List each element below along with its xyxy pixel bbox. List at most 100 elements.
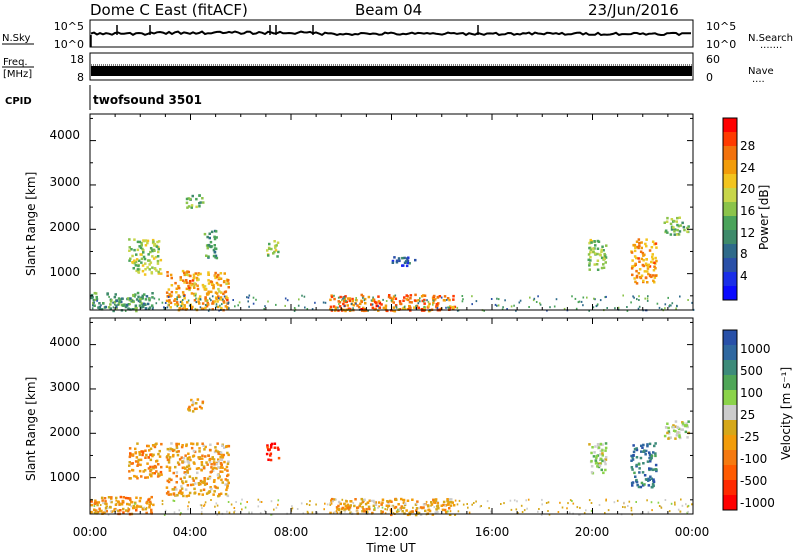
data-cell	[227, 453, 230, 457]
data-cell	[177, 286, 181, 290]
data-cell	[359, 302, 362, 306]
data-cell	[351, 299, 354, 303]
data-cell	[141, 294, 144, 298]
data-cell	[136, 460, 140, 463]
data-cell	[398, 308, 400, 311]
data-cell	[211, 469, 215, 472]
data-cell	[93, 511, 97, 514]
data-cell	[107, 496, 111, 499]
data-cell	[227, 481, 230, 485]
data-cell	[179, 295, 182, 298]
data-cell	[215, 303, 218, 306]
data-cell	[238, 301, 241, 304]
data-cell	[588, 264, 591, 267]
data-cell	[135, 253, 138, 256]
data-cell	[195, 301, 198, 304]
data-cell	[223, 460, 226, 464]
data-cell	[176, 298, 178, 301]
data-cell	[119, 495, 123, 499]
data-cell	[141, 305, 145, 309]
data-cell	[179, 489, 182, 492]
data-cell	[431, 513, 435, 516]
data-cell	[183, 305, 186, 309]
data-cell	[415, 502, 418, 505]
data-cell	[157, 240, 161, 243]
data-cell	[183, 476, 186, 479]
data-cell	[642, 279, 645, 283]
data-cell	[645, 244, 648, 248]
data-cell	[525, 499, 527, 502]
data-cell	[276, 255, 279, 258]
data-cell	[422, 506, 425, 509]
data-cell	[153, 445, 157, 449]
data-cell	[181, 491, 184, 495]
data-cell	[654, 256, 657, 260]
data-cell	[392, 309, 395, 312]
data-cell	[206, 299, 208, 302]
data-cell	[145, 453, 148, 457]
data-cell	[635, 282, 639, 285]
data-cell	[219, 304, 221, 307]
data-cell	[447, 306, 449, 309]
data-cell	[210, 470, 213, 473]
velocity-cbar-tick-1000: 1000	[740, 342, 771, 356]
data-cell	[394, 297, 398, 300]
data-cell	[342, 297, 344, 300]
data-cell	[344, 507, 347, 511]
data-cell	[204, 304, 207, 306]
data-cell	[330, 295, 334, 299]
data-cell	[314, 301, 316, 304]
data-cell	[329, 298, 332, 302]
data-cell	[115, 496, 118, 500]
data-cell	[433, 498, 436, 501]
data-cell	[193, 282, 196, 285]
data-cell	[540, 513, 543, 516]
data-cell	[646, 299, 649, 302]
data-cell	[173, 299, 176, 302]
data-cell	[138, 469, 142, 473]
data-cell	[128, 246, 131, 249]
data-cell	[535, 301, 538, 303]
data-cell	[185, 201, 189, 205]
data-cell	[419, 506, 423, 509]
data-cell	[197, 467, 200, 470]
data-cell	[423, 294, 427, 297]
data-cell	[175, 488, 178, 491]
colorbar-swatch	[723, 435, 737, 451]
data-cell	[678, 230, 682, 233]
data-cell	[599, 254, 602, 257]
xtick-1200: 12:00	[374, 525, 409, 539]
data-cell	[352, 307, 354, 310]
data-cell	[415, 509, 418, 512]
data-cell	[197, 483, 201, 486]
data-cell	[503, 502, 505, 505]
data-cell	[655, 468, 658, 472]
data-cell	[195, 476, 198, 480]
data-cell	[385, 300, 388, 302]
data-cell	[402, 498, 406, 502]
data-cell	[235, 501, 237, 503]
data-cell	[415, 305, 417, 308]
noise-right-tick-bottom: 10^0	[706, 38, 736, 51]
data-cell	[220, 306, 223, 310]
data-cell	[384, 304, 388, 307]
data-cell	[456, 503, 459, 506]
data-cell	[384, 512, 387, 515]
data-cell	[408, 300, 412, 304]
data-cell	[150, 272, 154, 275]
data-cell	[122, 500, 125, 502]
data-cell	[207, 282, 211, 285]
data-cell	[185, 494, 188, 498]
data-cell	[669, 304, 671, 307]
data-cell	[638, 295, 640, 298]
data-cell	[667, 296, 669, 299]
data-cell	[226, 486, 229, 489]
colorbar-swatch	[723, 480, 737, 496]
data-cell	[227, 301, 230, 304]
data-cell	[207, 291, 210, 295]
data-cell	[193, 492, 196, 495]
data-cell	[191, 477, 195, 480]
data-cell	[169, 301, 173, 305]
data-cell	[201, 400, 205, 404]
data-cell	[650, 467, 653, 471]
